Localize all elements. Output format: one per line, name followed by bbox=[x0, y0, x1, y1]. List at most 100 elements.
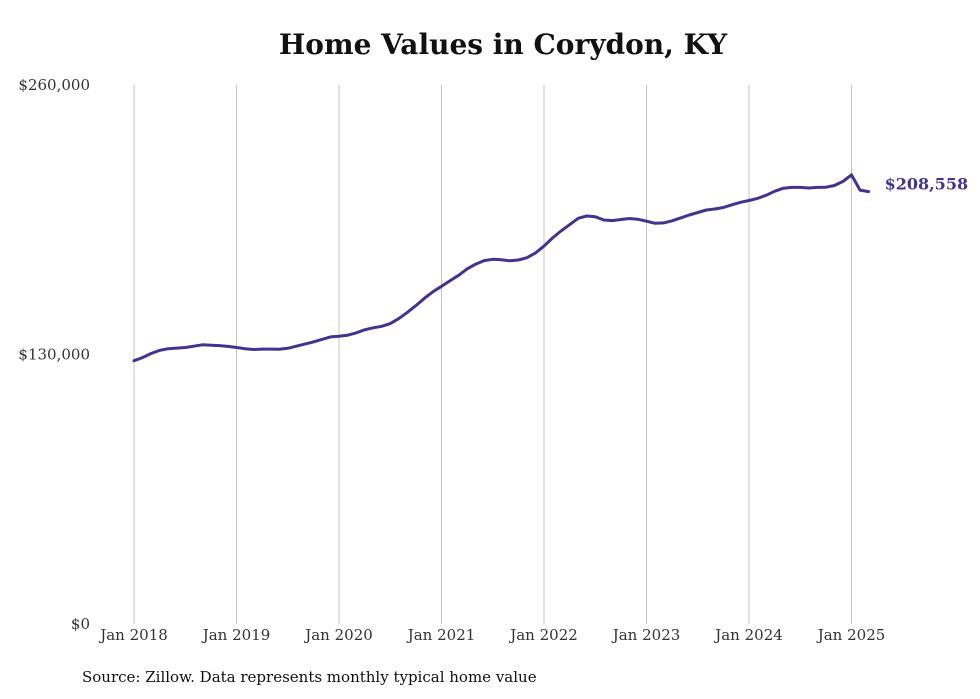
y-axis: $0 $130,000 $260,000 bbox=[18, 76, 90, 633]
data-point bbox=[679, 216, 682, 220]
data-point bbox=[619, 218, 623, 221]
gridlines bbox=[133, 85, 852, 624]
data-point bbox=[713, 207, 717, 211]
data-point bbox=[132, 359, 136, 362]
x-tick-label: Jan 2023 bbox=[611, 626, 681, 644]
data-point bbox=[611, 219, 614, 222]
data-point bbox=[457, 274, 460, 277]
data-point bbox=[816, 186, 819, 189]
data-point bbox=[799, 186, 802, 189]
data-point bbox=[594, 215, 597, 219]
data-point bbox=[389, 322, 392, 325]
data-point bbox=[500, 258, 503, 261]
data-point bbox=[431, 290, 435, 293]
data-point bbox=[833, 184, 836, 187]
data-point bbox=[286, 347, 289, 350]
data-point bbox=[414, 304, 418, 307]
data-point bbox=[235, 346, 238, 349]
data-point bbox=[303, 342, 307, 346]
data-point bbox=[705, 208, 708, 212]
data-point bbox=[312, 340, 315, 344]
data-point bbox=[201, 343, 204, 346]
data-point bbox=[175, 346, 178, 350]
data-point bbox=[269, 347, 272, 351]
x-tick-label: Jan 2019 bbox=[201, 626, 271, 644]
data-point bbox=[628, 217, 631, 220]
data-point bbox=[662, 221, 665, 225]
y-tick-label: $260,000 bbox=[18, 76, 90, 94]
data-point bbox=[636, 218, 640, 221]
data-point bbox=[645, 220, 648, 223]
series: $208,558 bbox=[132, 173, 969, 363]
data-point bbox=[329, 335, 332, 339]
data-point bbox=[260, 347, 264, 351]
end-value-label: $208,558 bbox=[885, 175, 969, 194]
data-point bbox=[192, 345, 195, 348]
data-point bbox=[764, 194, 768, 197]
data-point bbox=[158, 349, 161, 352]
data-point bbox=[568, 223, 571, 226]
data-point bbox=[278, 348, 281, 351]
x-tick-label: Jan 2025 bbox=[816, 626, 886, 644]
data-point bbox=[551, 236, 554, 240]
data-point bbox=[371, 326, 375, 329]
data-point bbox=[867, 190, 870, 193]
data-point bbox=[397, 317, 400, 320]
data-point bbox=[602, 218, 605, 222]
data-point bbox=[346, 334, 349, 337]
x-tick-label: Jan 2022 bbox=[508, 626, 578, 644]
x-tick-label: Jan 2024 bbox=[713, 626, 783, 644]
data-point bbox=[491, 258, 494, 261]
data-point bbox=[722, 206, 725, 209]
data-point bbox=[841, 180, 845, 183]
x-tick-label: Jan 2021 bbox=[406, 626, 476, 644]
data-point bbox=[773, 190, 776, 193]
data-point bbox=[166, 347, 170, 350]
data-point bbox=[363, 328, 366, 332]
data-point bbox=[576, 217, 580, 220]
data-point bbox=[508, 259, 512, 262]
data-point bbox=[483, 259, 486, 262]
data-point bbox=[850, 173, 853, 176]
data-point bbox=[730, 203, 734, 207]
data-point bbox=[517, 258, 520, 262]
data-point bbox=[739, 201, 742, 204]
data-point bbox=[448, 279, 452, 282]
data-point bbox=[226, 345, 230, 348]
data-point bbox=[696, 211, 699, 214]
data-point bbox=[790, 186, 793, 189]
x-tick-label: Jan 2018 bbox=[98, 626, 168, 644]
data-point bbox=[747, 199, 751, 202]
data-point bbox=[525, 256, 529, 259]
data-point bbox=[670, 219, 674, 222]
data-point bbox=[252, 348, 255, 351]
data-point bbox=[542, 244, 546, 248]
data-point bbox=[440, 285, 443, 288]
source-note: Source: Zillow. Data represents monthly … bbox=[82, 668, 537, 686]
data-point bbox=[824, 186, 828, 189]
data-point bbox=[534, 251, 537, 255]
data-point bbox=[781, 187, 785, 190]
data-point bbox=[141, 356, 144, 359]
data-point bbox=[184, 346, 187, 349]
data-point bbox=[858, 188, 862, 192]
data-point bbox=[209, 343, 213, 347]
data-point bbox=[807, 186, 810, 190]
y-tick-label: $0 bbox=[71, 615, 90, 633]
data-point bbox=[354, 331, 358, 335]
data-point bbox=[559, 229, 563, 233]
data-point bbox=[465, 267, 469, 271]
data-point bbox=[756, 197, 759, 200]
data-point bbox=[320, 338, 324, 341]
x-axis: Jan 2018 Jan 2019 Jan 2020 Jan 2021 Jan 2022… bbox=[98, 626, 885, 644]
data-point bbox=[653, 222, 657, 225]
data-point bbox=[295, 345, 298, 348]
data-point bbox=[218, 344, 221, 347]
series-line bbox=[132, 173, 871, 363]
y-tick-label: $130,000 bbox=[18, 346, 90, 364]
data-point bbox=[380, 325, 383, 328]
data-point bbox=[149, 352, 153, 355]
data-point bbox=[474, 262, 477, 266]
